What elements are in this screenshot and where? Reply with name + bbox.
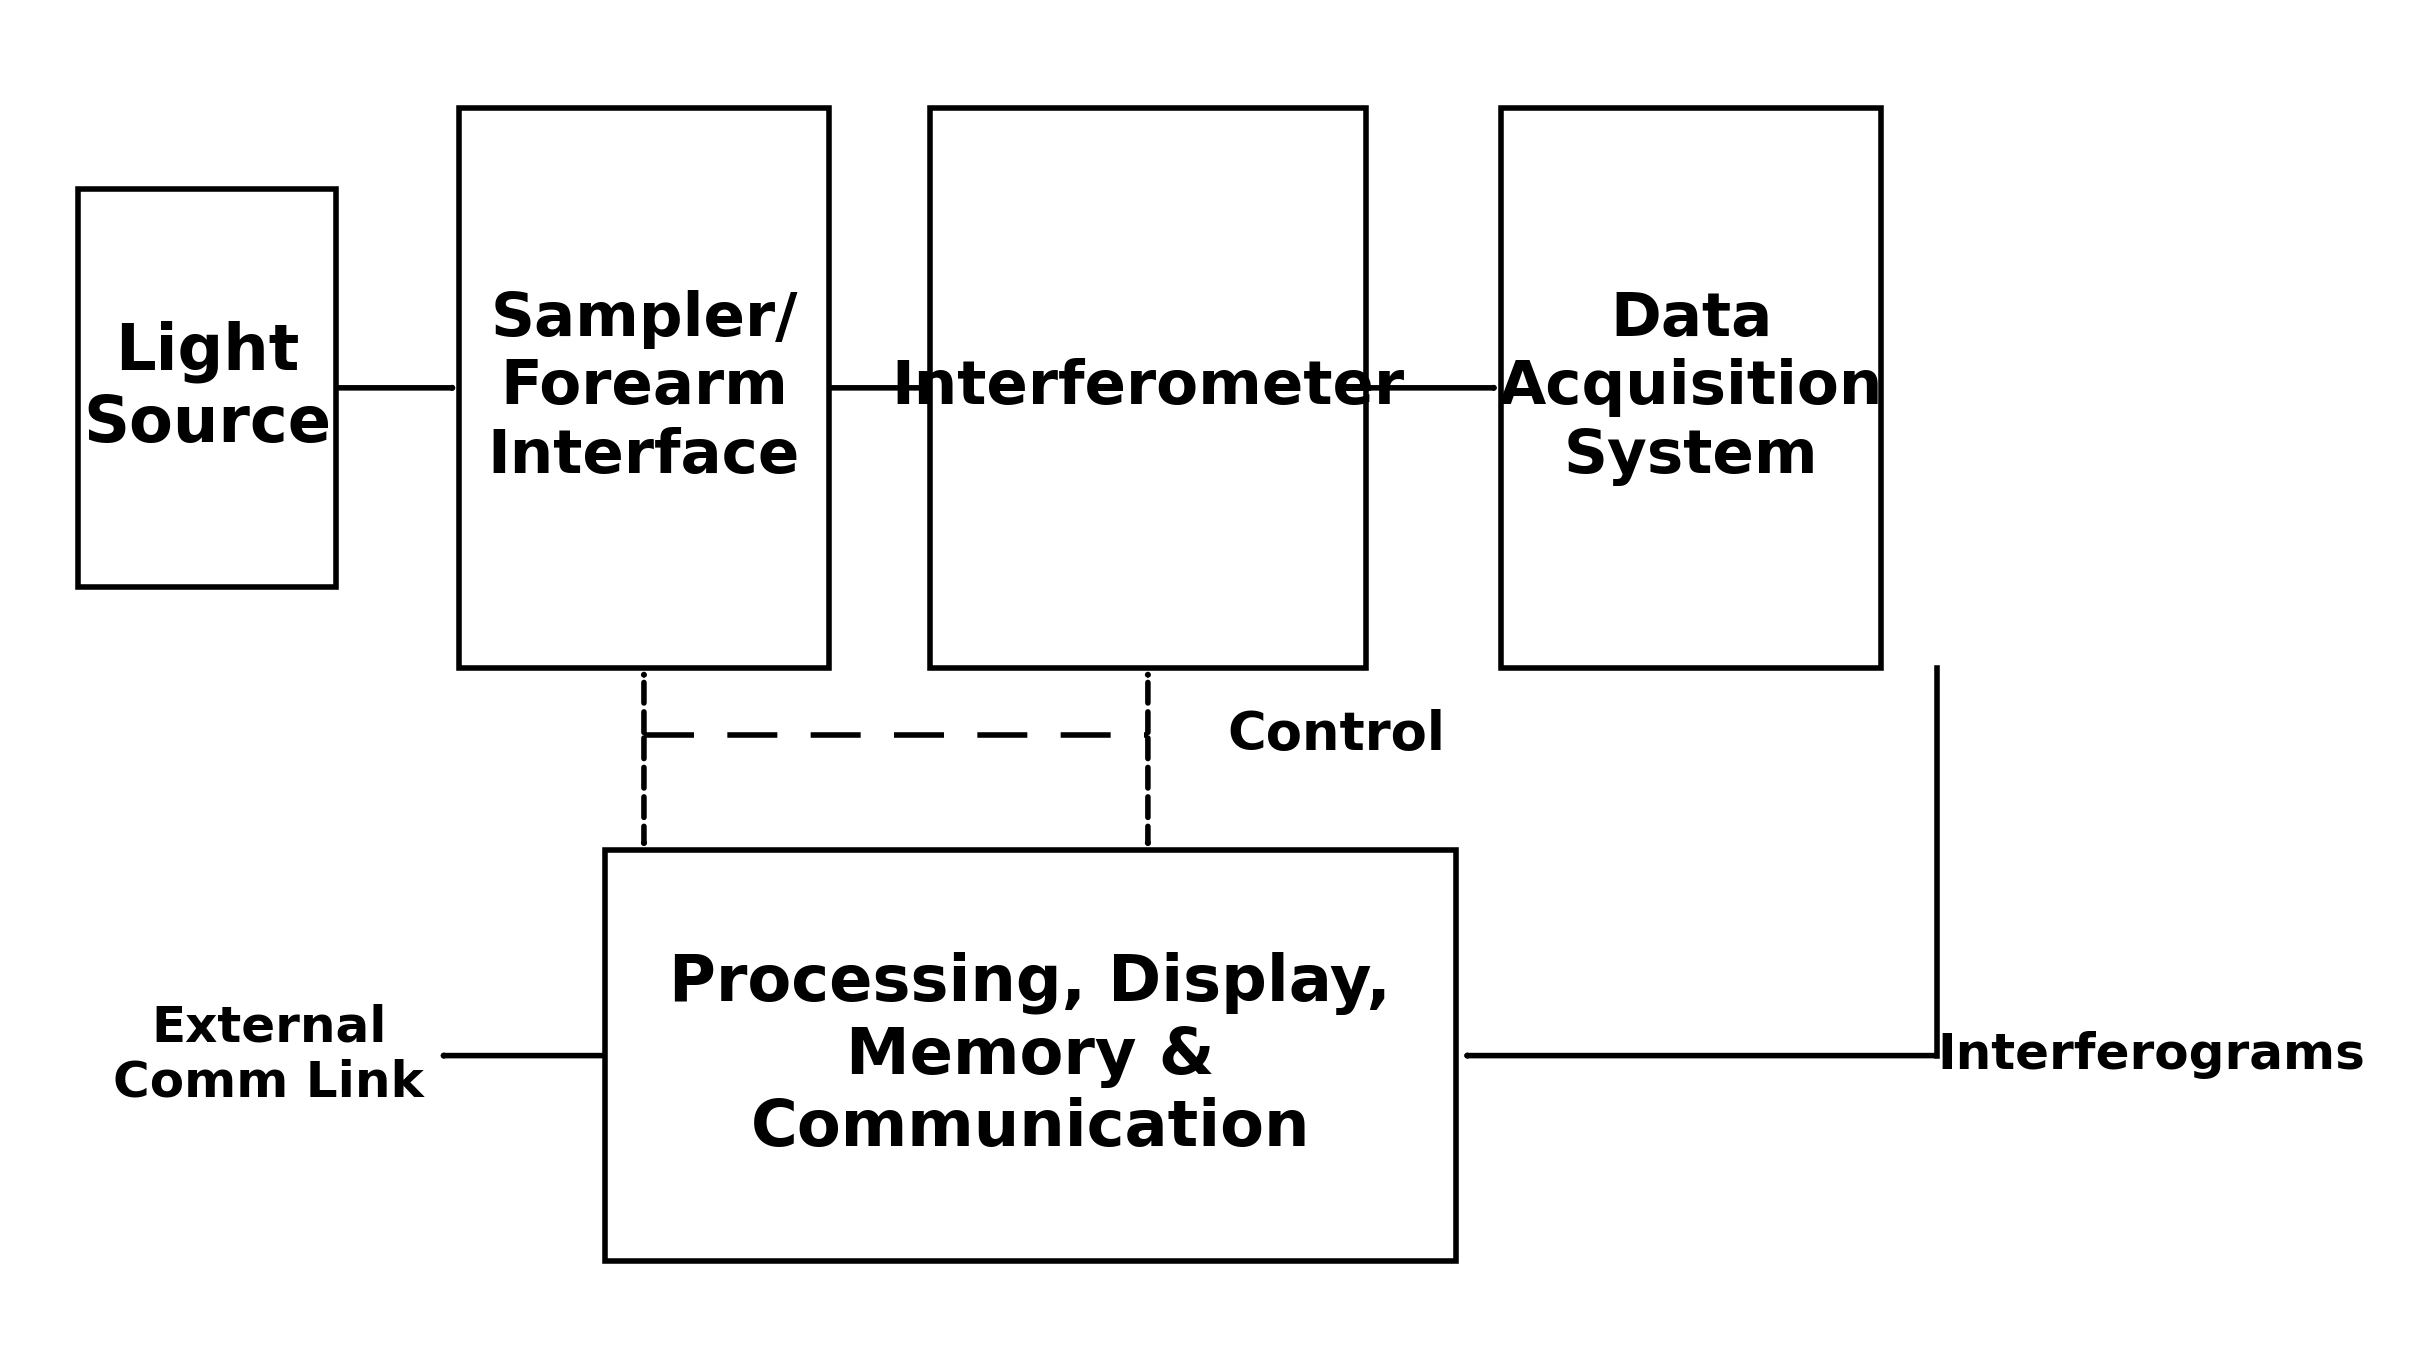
Text: Light
Source: Light Source (82, 321, 331, 455)
FancyBboxPatch shape (1500, 108, 1881, 668)
Text: External
Comm Link: External Comm Link (114, 1004, 425, 1106)
Text: Processing, Display,
Memory &
Communication: Processing, Display, Memory & Communicat… (669, 952, 1391, 1159)
Text: Sampler/
Forearm
Interface: Sampler/ Forearm Interface (488, 290, 799, 486)
FancyBboxPatch shape (77, 189, 336, 587)
Text: Data
Acquisition
System: Data Acquisition System (1500, 290, 1884, 486)
FancyBboxPatch shape (604, 850, 1456, 1261)
Text: Control: Control (1227, 710, 1444, 761)
FancyBboxPatch shape (459, 108, 828, 668)
Text: Interferometer: Interferometer (891, 359, 1406, 417)
Text: Interferograms: Interferograms (1937, 1031, 2364, 1079)
FancyBboxPatch shape (930, 108, 1367, 668)
